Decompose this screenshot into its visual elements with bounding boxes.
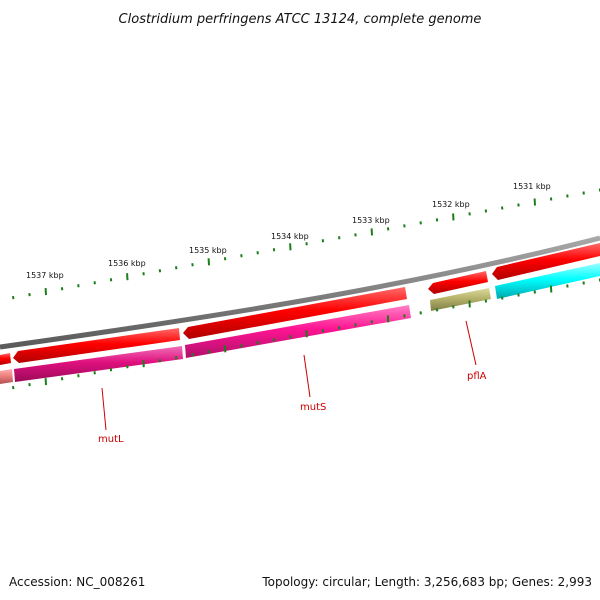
outer-tick-track <box>12 188 600 300</box>
tick-label-1531: 1531 kbp <box>513 182 551 191</box>
map-title: Clostridium perfringens ATCC 13124, comp… <box>119 12 482 27</box>
summary-text: Topology: circular; Length: 3,256,683 bp… <box>261 575 592 589</box>
tick-label-1534: 1534 kbp <box>271 232 309 241</box>
tick-label-1536: 1536 kbp <box>108 259 146 268</box>
gene-label-pflA: pflA <box>467 371 487 382</box>
tick-label-1532: 1532 kbp <box>432 200 470 209</box>
gene-forward-1 <box>13 328 180 363</box>
gene-forward-left-edge <box>0 353 11 365</box>
forward-strand-genes <box>0 243 600 365</box>
gene-mutL <box>14 346 183 382</box>
gene-forward-2 <box>183 287 407 339</box>
accession-text: Accession: NC_008261 <box>9 575 145 589</box>
category-genes <box>0 263 600 384</box>
tick-label-1537: 1537 kbp <box>26 271 64 280</box>
tick-label-1533: 1533 kbp <box>352 216 390 225</box>
gene-label-leaders <box>101 320 477 431</box>
tick-labels: 1531 kbp 1532 kbp 1533 kbp 1534 kbp 1535… <box>26 182 551 280</box>
gene-forward-4 <box>492 243 600 280</box>
gene-edge-salmon <box>0 369 13 384</box>
mutS-leader <box>303 354 311 398</box>
gene-cyan <box>495 263 600 299</box>
gene-pflA <box>430 288 491 311</box>
gene-labels: mutL mutS pflA <box>98 371 487 445</box>
genome-backbone <box>0 235 600 350</box>
mutL-leader <box>101 387 107 431</box>
gene-forward-3 <box>428 271 488 294</box>
gene-label-mutS: mutS <box>300 402 326 413</box>
gene-label-mutL: mutL <box>98 434 124 445</box>
pflA-leader <box>465 320 477 366</box>
tick-label-1535: 1535 kbp <box>189 246 227 255</box>
